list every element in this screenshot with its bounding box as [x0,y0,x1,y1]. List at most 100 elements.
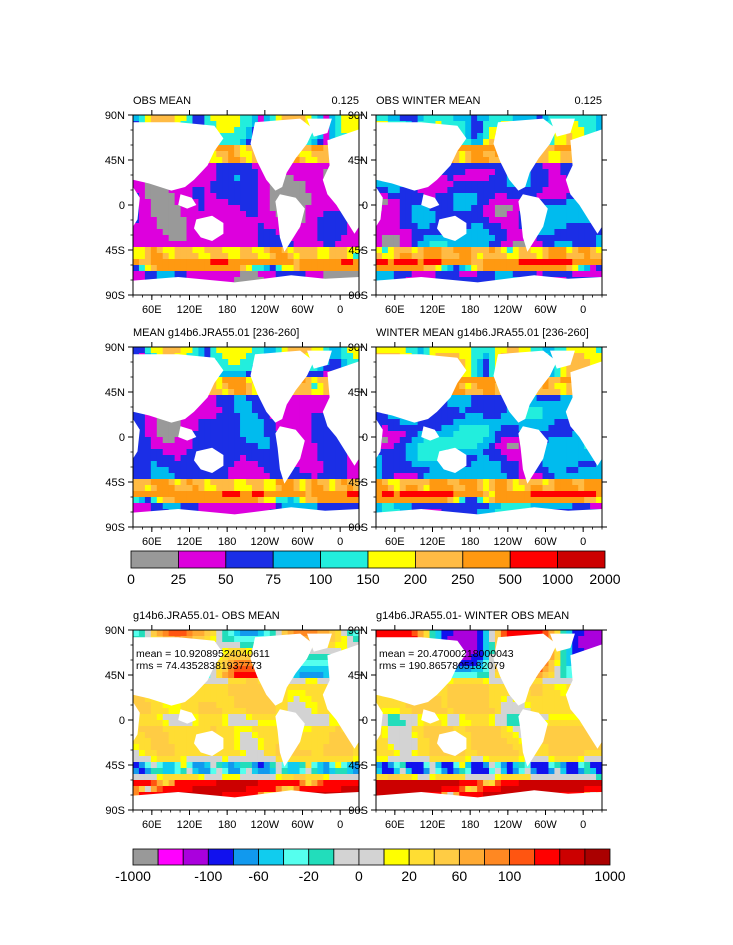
field-cell [228,259,235,266]
field-cell [447,503,454,510]
field-cell [423,497,431,504]
field-cell [293,157,301,164]
field-cell [417,265,425,272]
field-cell [566,133,573,140]
field-cell [168,443,176,450]
field-cell [566,193,573,200]
field-cell [560,271,567,278]
land-mask [133,122,224,191]
field-cell [483,431,490,438]
field-cell [204,491,211,498]
field-cell [429,485,437,492]
field-cell [317,259,324,266]
field-cell [210,193,217,200]
field-cell [477,139,484,146]
field-cell [210,211,217,218]
field-cell [317,485,324,492]
field-cell [376,467,383,474]
field-cell [317,205,324,212]
field-cell [246,359,253,366]
field-cell [251,389,259,396]
lon-tick-label: 180 [461,304,479,316]
field-cell [542,413,550,420]
field-cell [251,461,259,468]
field-cell [198,467,205,474]
field-cell [596,265,602,272]
field-cell [246,353,253,360]
field-cell [489,121,496,128]
field-cell [548,431,556,438]
field-cell [489,211,496,218]
field-cell [471,353,478,360]
field-cell [251,467,259,474]
field-cell [317,163,324,170]
field-cell [210,389,217,396]
field-cell [210,497,217,504]
field-cell [240,413,247,420]
field-cell [542,217,550,224]
field-cell [429,187,437,194]
field-cell [257,419,265,426]
field-cell [494,271,502,278]
field-cell [210,347,217,354]
field-cell [387,461,395,468]
field-cell [459,431,466,438]
field-cell [210,247,217,254]
field-cell [459,509,466,516]
field-cell [453,163,460,170]
field-cell [483,437,490,444]
land-mask [133,507,359,527]
field-cell [240,229,247,236]
field-cell [204,211,211,218]
field-cell [222,235,229,242]
field-cell [584,229,591,236]
field-cell [554,449,561,456]
field-cell [168,271,176,278]
field-cell [144,235,152,242]
field-cell [471,151,478,158]
field-cell [554,241,561,248]
field-cell [506,437,514,444]
field-cell [269,437,277,444]
field-cell [530,175,538,182]
field-cell [411,455,419,462]
field-cell [477,467,484,474]
field-cell [548,425,556,432]
field-cell [305,271,313,278]
field-cell [305,205,313,212]
field-cell [192,241,200,248]
field-cell [174,630,182,637]
field-cell [251,437,259,444]
field-cell [429,235,437,242]
field-cell [299,491,307,498]
field-cell [542,265,550,272]
field-cell [405,205,413,212]
field-cell [222,491,229,498]
field-cell [572,247,579,254]
field-cell [471,449,478,456]
field-cell [489,181,496,188]
field-cell [494,395,502,402]
field-cell [210,485,217,492]
field-cell [138,217,146,224]
field-cell [246,199,253,206]
land-mask [307,118,332,137]
field-cell [483,217,490,224]
field-cell [156,347,164,354]
field-cell [399,497,407,504]
field-cell [246,145,253,152]
field-cell [317,455,324,462]
field-cell [447,395,454,402]
field-cell [381,211,389,218]
field-cell [335,235,342,242]
field-cell [138,229,146,236]
field-cell [393,503,401,510]
field-cell [246,389,253,396]
field-cell [471,181,478,188]
field-cell [387,479,395,486]
field-cell [156,473,164,480]
field-cell [240,235,247,242]
field-cell [590,479,597,486]
field-cell [180,437,188,444]
field-cell [524,413,532,420]
